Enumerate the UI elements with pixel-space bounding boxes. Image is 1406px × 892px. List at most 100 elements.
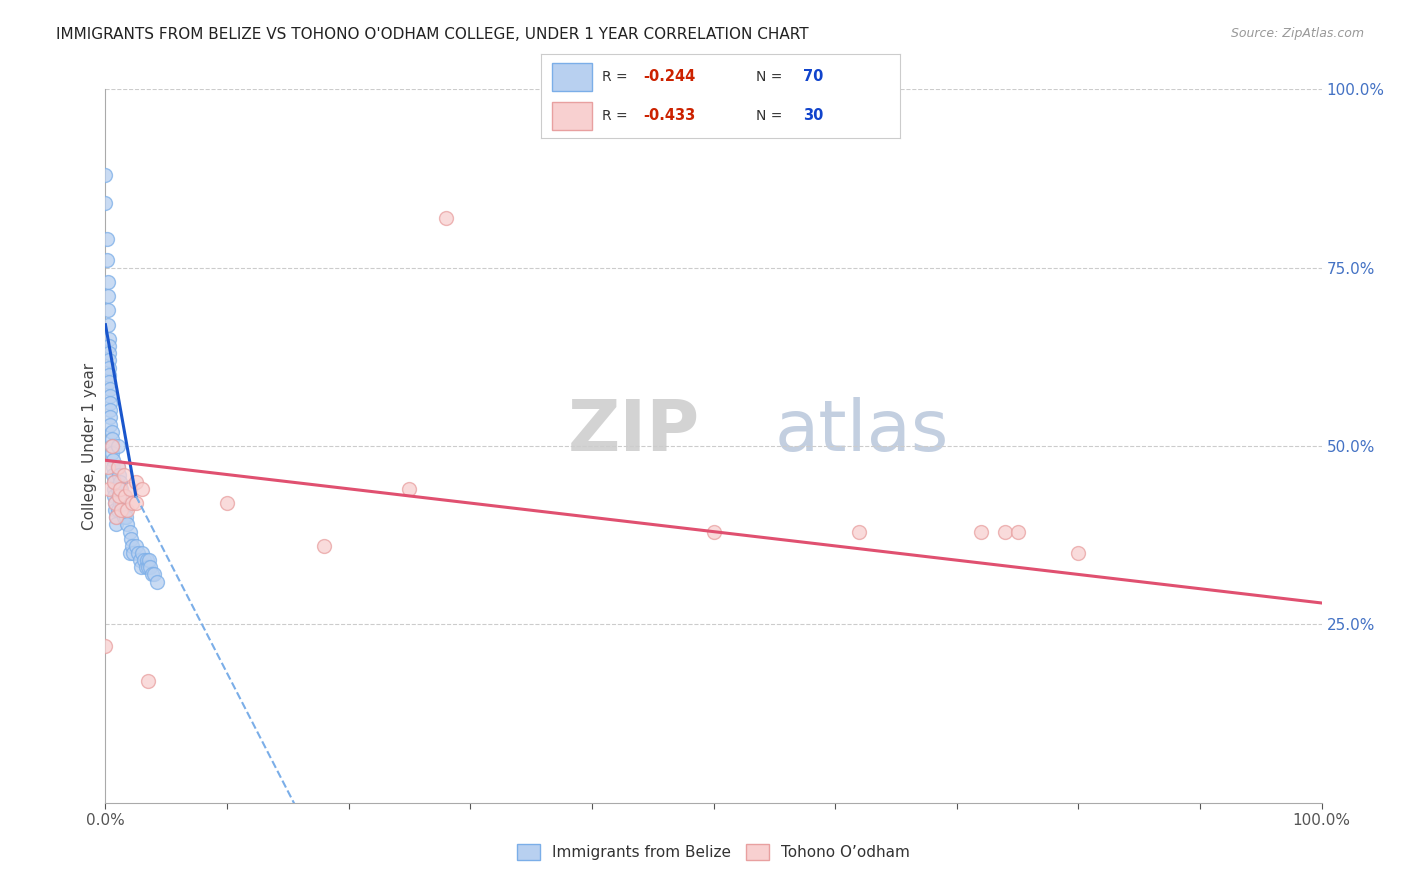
Point — [98, 417, 121, 432]
Text: -0.433: -0.433 — [644, 108, 696, 123]
Point — [127, 546, 149, 560]
Point — [138, 553, 160, 567]
Point — [112, 467, 135, 482]
Text: 70: 70 — [803, 70, 824, 85]
Point — [121, 496, 143, 510]
Point — [98, 396, 121, 410]
Point — [120, 532, 142, 546]
Point — [105, 510, 128, 524]
Point — [97, 289, 120, 303]
Point — [108, 489, 131, 503]
Point — [101, 460, 124, 475]
Point — [112, 489, 135, 503]
Point — [94, 639, 117, 653]
Point — [125, 475, 148, 489]
Point — [125, 539, 148, 553]
Point — [98, 332, 121, 346]
Text: N =: N = — [756, 70, 787, 84]
Point — [114, 489, 136, 503]
Point — [110, 482, 132, 496]
Point — [100, 432, 122, 446]
Point — [434, 211, 457, 225]
Point — [848, 524, 870, 539]
Bar — [553, 62, 592, 91]
Point — [97, 318, 120, 332]
Point — [131, 482, 153, 496]
Bar — [553, 102, 592, 130]
Point — [105, 510, 128, 524]
Point — [141, 567, 163, 582]
Point — [111, 496, 134, 510]
Point — [103, 475, 125, 489]
Point — [117, 517, 139, 532]
Point — [108, 489, 131, 503]
Point — [702, 524, 725, 539]
Point — [1067, 546, 1090, 560]
Point — [131, 546, 153, 560]
Point — [97, 460, 120, 475]
Point — [94, 168, 117, 182]
Point — [118, 482, 141, 496]
Point — [98, 382, 121, 396]
Point — [100, 439, 122, 453]
Point — [136, 560, 159, 574]
Point — [107, 503, 129, 517]
Point — [96, 253, 118, 268]
Point — [118, 546, 141, 560]
Point — [110, 503, 132, 517]
Point — [101, 467, 124, 482]
Point — [101, 453, 124, 467]
Point — [98, 346, 121, 360]
Y-axis label: College, Under 1 year: College, Under 1 year — [82, 362, 97, 530]
Point — [129, 560, 152, 574]
Point — [98, 482, 121, 496]
Point — [107, 460, 129, 475]
Point — [108, 467, 131, 482]
Text: N =: N = — [756, 109, 787, 123]
Point — [136, 674, 159, 689]
Point — [112, 510, 135, 524]
Point — [143, 567, 166, 582]
Point — [135, 553, 157, 567]
Point — [103, 489, 125, 503]
Point — [108, 482, 131, 496]
Point — [145, 574, 167, 589]
Point — [98, 360, 121, 375]
Point — [107, 460, 129, 475]
Point — [100, 425, 122, 439]
Point — [1007, 524, 1029, 539]
Text: atlas: atlas — [775, 397, 949, 467]
Point — [98, 403, 121, 417]
Point — [128, 553, 150, 567]
Point — [139, 560, 162, 574]
Point — [98, 339, 121, 353]
Point — [118, 524, 141, 539]
Point — [94, 196, 117, 211]
Point — [103, 482, 125, 496]
Point — [994, 524, 1017, 539]
Legend: Immigrants from Belize, Tohono O’odham: Immigrants from Belize, Tohono O’odham — [510, 838, 917, 866]
Point — [115, 510, 138, 524]
Point — [314, 539, 336, 553]
Point — [103, 475, 125, 489]
Point — [105, 517, 128, 532]
Point — [98, 389, 121, 403]
Text: ZIP: ZIP — [568, 397, 700, 467]
Point — [96, 232, 118, 246]
Point — [97, 275, 120, 289]
Point — [100, 439, 122, 453]
Point — [98, 375, 121, 389]
Point — [125, 496, 148, 510]
Point — [117, 503, 139, 517]
Text: IMMIGRANTS FROM BELIZE VS TOHONO O'ODHAM COLLEGE, UNDER 1 YEAR CORRELATION CHART: IMMIGRANTS FROM BELIZE VS TOHONO O'ODHAM… — [56, 27, 808, 42]
Point — [108, 475, 131, 489]
Point — [100, 446, 122, 460]
Point — [97, 303, 120, 318]
Point — [107, 482, 129, 496]
Point — [398, 482, 420, 496]
Point — [122, 546, 145, 560]
Point — [98, 353, 121, 368]
Point — [104, 496, 127, 510]
Point — [104, 503, 127, 517]
Point — [114, 503, 136, 517]
